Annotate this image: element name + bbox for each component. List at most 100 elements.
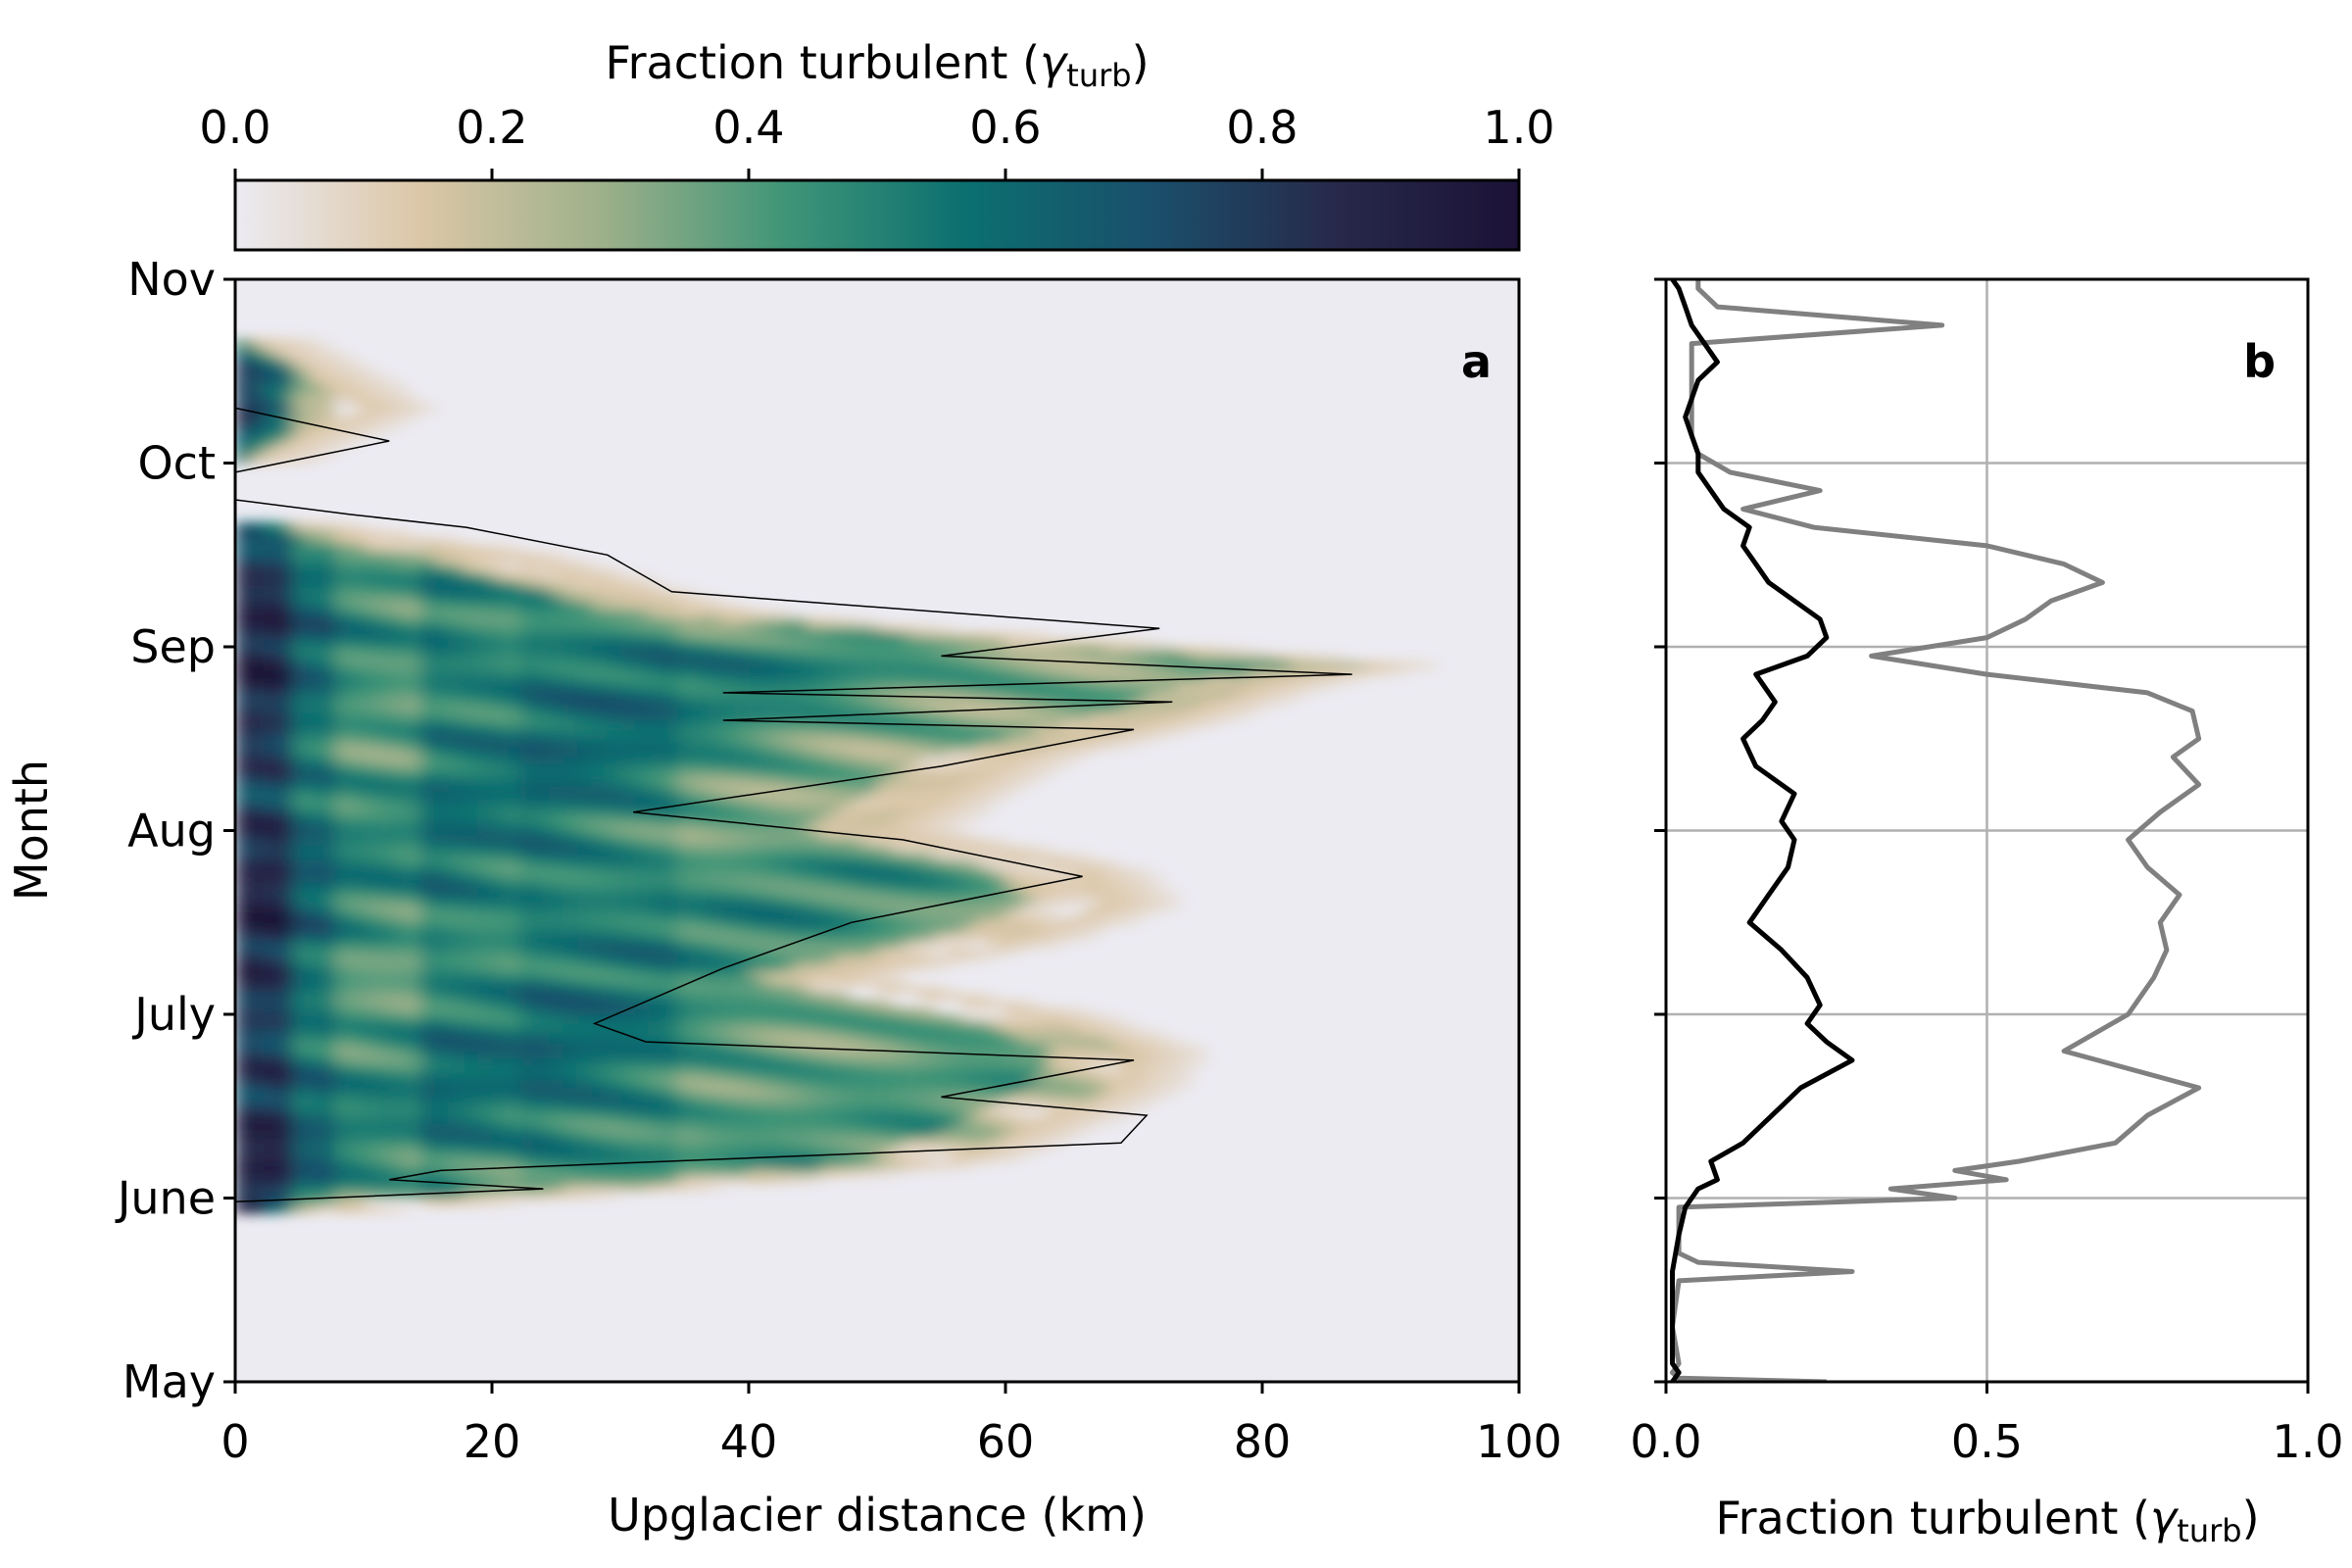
heatmap-cell	[406, 757, 422, 765]
heatmap-cell	[891, 727, 907, 736]
heatmap-cell	[320, 654, 336, 662]
heatmap-cell	[649, 580, 664, 589]
heatmap-cell	[463, 1117, 479, 1126]
heatmap-cell	[420, 1058, 436, 1067]
heatmap-cell	[1048, 1088, 1064, 1097]
heatmap-cell	[364, 382, 379, 391]
heatmap-cell	[534, 1088, 551, 1097]
heatmap-cell	[591, 1147, 608, 1155]
heatmap-cell	[791, 897, 808, 906]
heatmap-cell	[834, 727, 850, 736]
heatmap-cell	[1091, 1102, 1106, 1111]
heatmap-cell	[591, 933, 608, 942]
heatmap-cell	[719, 1109, 736, 1118]
heatmap-cell	[392, 1014, 408, 1023]
heatmap-cell	[877, 889, 893, 898]
heatmap-cell	[292, 1117, 308, 1126]
heatmap-cell	[862, 889, 878, 898]
heatmap-cell	[691, 603, 708, 612]
heatmap-cell	[791, 1021, 808, 1030]
heatmap-cell	[506, 823, 522, 832]
heatmap-cell	[449, 933, 465, 942]
heatmap-cell	[834, 647, 850, 656]
heatmap-cell	[649, 668, 664, 677]
heatmap-cell	[934, 838, 950, 847]
heatmap-cell	[591, 941, 608, 950]
heatmap-cell	[691, 859, 708, 868]
heatmap-cell	[1048, 1139, 1064, 1148]
heatmap-cell	[577, 742, 593, 751]
heatmap-cell	[364, 617, 379, 626]
heatmap-cell	[649, 897, 664, 906]
heatmap-cell	[534, 565, 551, 574]
heatmap-cell	[834, 977, 850, 986]
heatmap-cell	[349, 706, 365, 714]
heatmap-cell	[249, 823, 266, 832]
heatmap-cell	[1048, 1117, 1064, 1126]
heatmap-cell	[277, 573, 294, 582]
heatmap-cell	[420, 786, 436, 795]
heatmap-cell	[620, 1073, 636, 1082]
heatmap-cell	[877, 1102, 893, 1111]
heatmap-cell	[891, 948, 907, 956]
heatmap-cell	[891, 882, 907, 891]
heatmap-cell	[919, 1006, 936, 1015]
heatmap-cell	[834, 1044, 850, 1053]
heatmap-cell	[649, 874, 664, 883]
heatmap-cell	[420, 632, 436, 641]
heatmap-cell	[264, 926, 279, 935]
heatmap-cell	[948, 956, 964, 964]
heatmap-cell	[334, 1014, 351, 1023]
heatmap-cell	[477, 786, 493, 795]
heatmap-cell	[406, 632, 422, 641]
heatmap-cell	[277, 808, 294, 817]
heatmap-cell	[677, 859, 693, 868]
heatmap-cell	[706, 757, 721, 765]
heatmap-cell	[277, 838, 294, 847]
heatmap-cell	[420, 668, 436, 677]
heatmap-cell	[534, 845, 551, 854]
heatmap-cell	[1134, 1058, 1150, 1067]
heatmap-cell	[634, 911, 651, 920]
heatmap-cell	[634, 750, 651, 759]
heatmap-cell	[349, 956, 365, 964]
heatmap-cell	[377, 962, 394, 971]
heatmap-cell	[563, 691, 579, 700]
heatmap-cell	[520, 941, 536, 950]
heatmap-cell	[962, 683, 978, 692]
heatmap-cell	[606, 956, 621, 964]
heatmap-cell	[606, 918, 621, 927]
heatmap-cell	[249, 1058, 266, 1067]
heatmap-cell	[563, 985, 579, 994]
heatmap-cell	[677, 676, 693, 685]
heatmap-cell	[834, 1029, 850, 1038]
heatmap-cell	[891, 735, 907, 744]
heatmap-cell	[520, 706, 536, 714]
heatmap-cell	[277, 529, 294, 538]
heatmap-cell	[420, 1088, 436, 1097]
heatmap-cell	[349, 926, 365, 935]
heatmap-cell	[1148, 1080, 1164, 1089]
heatmap-cell	[1005, 1073, 1021, 1082]
heatmap-cell	[492, 544, 508, 553]
heatmap-cell	[334, 977, 351, 986]
heatmap-cell	[591, 632, 608, 641]
heatmap-cell	[334, 706, 351, 714]
heatmap-cell	[662, 610, 679, 618]
heatmap-cell	[392, 823, 408, 832]
heatmap-cell	[806, 1058, 821, 1067]
heatmap-cell	[862, 948, 878, 956]
heatmap-cell	[477, 1124, 493, 1133]
heatmap-cell	[791, 764, 808, 773]
heatmap-cell	[848, 720, 864, 729]
heatmap-cell	[1091, 654, 1106, 662]
heatmap-cell	[777, 977, 793, 986]
heatmap-cell	[264, 823, 279, 832]
heatmap-cell	[862, 750, 878, 759]
heatmap-cell	[249, 956, 266, 964]
heatmap-cell	[377, 1117, 394, 1126]
heatmap-cell	[719, 1058, 736, 1067]
heatmap-cell	[434, 1139, 451, 1148]
heatmap-cell	[420, 691, 436, 700]
heatmap-cell	[392, 992, 408, 1001]
